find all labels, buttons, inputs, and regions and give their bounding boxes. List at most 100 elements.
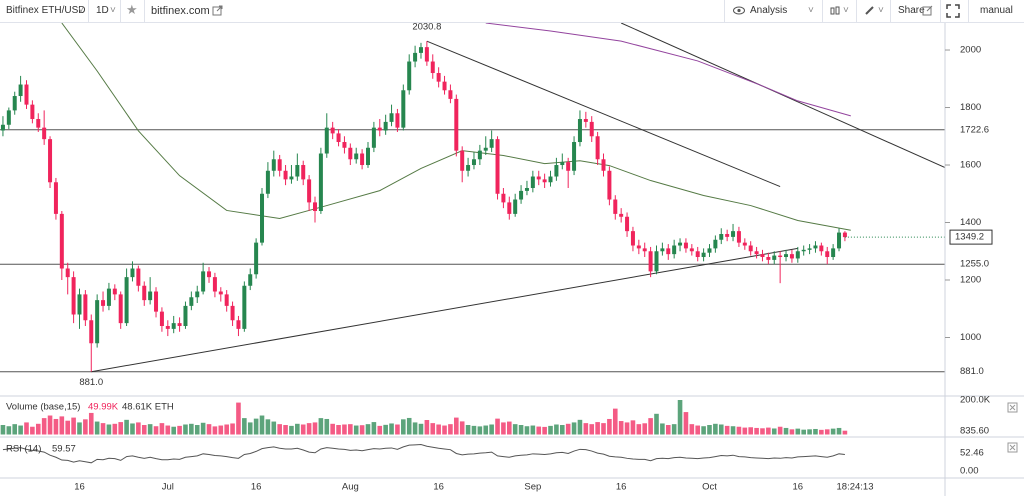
volume-bar [718,424,724,435]
volume-bar [624,422,630,435]
eye-icon[interactable] [733,6,745,15]
candle-body [530,176,535,189]
volume-bar [736,426,742,435]
candle-body [318,153,323,212]
y-tick-label: 1000 [960,332,981,343]
volume-bar [501,422,506,435]
volume-bar [771,428,777,435]
candle-body [336,133,341,143]
source[interactable]: bitfinex.com [151,5,210,17]
close-icon[interactable] [1009,404,1016,411]
volume-bar [242,418,247,435]
volume-bar [448,424,453,435]
volume-bar [565,423,571,435]
candle-body [495,139,500,194]
analysis[interactable]: Analysis [750,5,788,16]
toolbar: Bitfinex ETH/USD ˅ 1D ˅ ★ bitfinex.com A… [0,0,1024,23]
pencil-icon[interactable] [864,5,875,16]
rsi-line [2,443,845,464]
volume-bar [559,425,565,435]
volume-bar [742,427,748,435]
volume-bar [112,423,118,435]
star-icon[interactable]: ★ [126,2,138,17]
volume-bar [377,425,383,435]
volume-bar [607,418,612,435]
volume-bar [324,418,330,435]
volume-bar [766,427,771,435]
volume-bar [200,422,206,435]
volume-bar [383,424,388,435]
chevron[interactable]: ˅ [843,5,849,16]
volume-bar [118,422,124,435]
volume-bar [253,418,259,435]
candle-body [130,268,135,278]
volume-bar [571,422,577,435]
volume-bar [665,425,671,435]
candle-body [324,127,329,154]
volume-bar [265,419,271,435]
share-icon[interactable] [922,5,933,16]
candle-body [418,47,423,53]
candle-body [625,216,630,232]
candle-body [171,323,176,329]
external-icon[interactable] [212,5,223,16]
x-tick-label: 16 [616,482,627,493]
candle-body [719,234,724,240]
volume-bar [583,423,589,435]
candle-icon[interactable] [830,5,840,17]
candle-body [642,248,647,252]
candle-body [454,98,459,151]
volume-bar [412,422,418,435]
volume-bar [601,423,606,435]
candle-body [6,110,11,125]
interval[interactable]: 1D [96,5,109,16]
chevron[interactable]: ˅ [78,5,84,16]
candle-body [371,127,376,148]
candle-body [613,199,618,214]
volume-bar [689,424,695,435]
fullscreen-icon[interactable] [946,4,960,18]
volume-bar [365,424,371,435]
symbol[interactable]: Bitfinex ETH/USD [6,5,86,16]
share[interactable]: Share [898,5,925,16]
candle-body [260,193,265,243]
chevron[interactable]: ˅ [878,5,884,16]
volume-bar [401,419,406,435]
candle-body [242,285,247,329]
volume-bar [589,424,595,435]
candle-body [24,84,29,105]
candle-body [413,52,418,62]
close-icon[interactable] [1007,402,1018,413]
candle-body [301,165,306,180]
volume-bar [259,415,265,435]
candle-body [725,234,730,237]
volume-bar [459,421,465,435]
candle-body [165,326,170,329]
horizontal-line-label: 1722.6 [960,124,989,135]
volume-bar [218,425,224,435]
candle-body [784,254,789,258]
volume-bar [471,425,477,435]
mode[interactable]: manual [980,5,1013,16]
candle-body [583,119,588,122]
volume-bar [53,418,59,435]
candle-body [731,231,736,237]
candle-body [430,61,435,74]
volume-bar [12,424,18,435]
trendline [620,23,945,169]
volume-bar [189,423,194,435]
candle-body [36,119,41,128]
candle-body [401,90,406,128]
candle-body [112,288,117,295]
close-icon[interactable] [1007,442,1018,453]
chevron[interactable]: ˅ [110,5,116,16]
close-icon[interactable] [1009,444,1016,451]
candle-body [142,285,147,301]
candle-body [271,159,276,171]
volume-bar [236,402,241,435]
candle-body [766,257,771,260]
volume-bar [59,416,65,435]
volume-bar [636,424,642,435]
candle-body [754,251,759,255]
chevron[interactable]: ˅ [808,5,814,16]
